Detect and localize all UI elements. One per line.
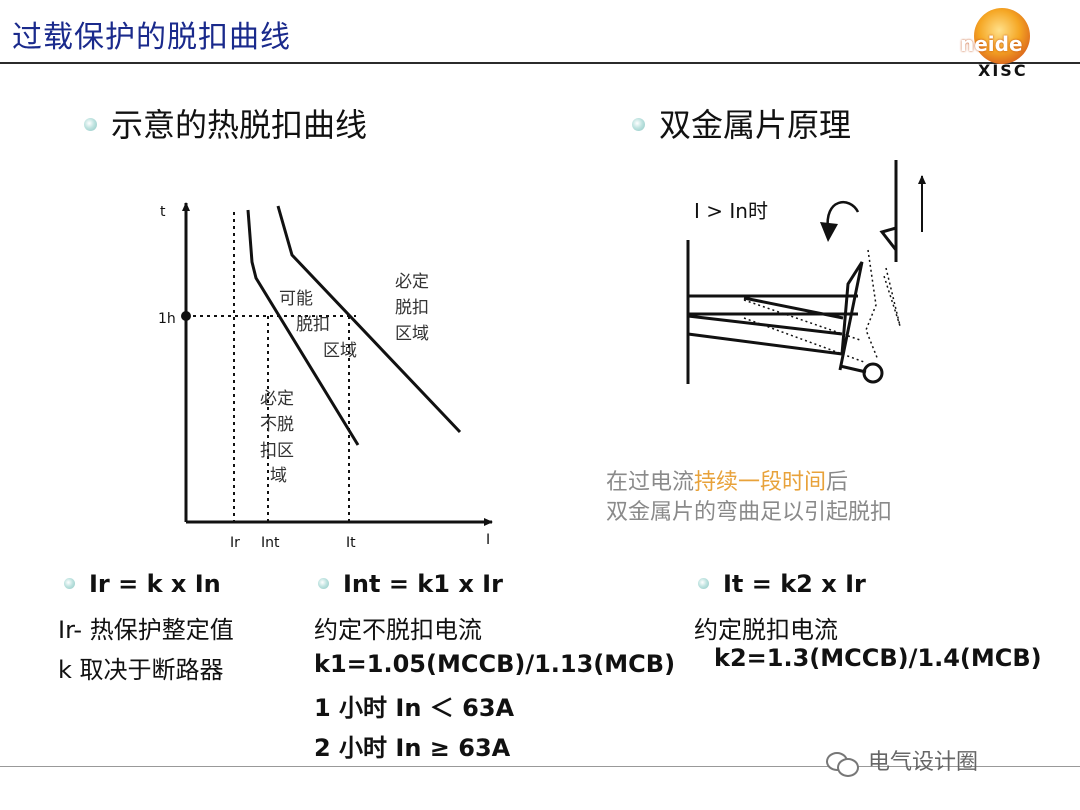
- no-trip-curve: [246, 209, 360, 446]
- strip-deflection-dotted-1: [743, 299, 861, 341]
- k-description: k 取决于断路器: [58, 656, 224, 684]
- title-divider: [0, 62, 1080, 64]
- latch-lever-dotted: [865, 249, 879, 361]
- one-hour-label: 1h: [158, 311, 176, 327]
- i-axis-label: I: [486, 532, 490, 548]
- left-section-heading: 示意的热脱扣曲线: [84, 100, 367, 146]
- region-must-trip-line1: 必定: [395, 272, 429, 292]
- formula-it-text: It = k2 x Ir: [723, 570, 866, 598]
- x-tick-int: Int: [261, 535, 280, 551]
- caption-pre: 在过电流: [606, 470, 695, 495]
- bent-strip-top: [743, 296, 844, 320]
- watermark: 电气设计圈: [826, 744, 979, 777]
- caption-post: 后: [826, 470, 849, 495]
- formula-ir: Ir = k x In: [64, 570, 221, 598]
- region-no-trip-line4: 域: [270, 466, 287, 486]
- bent-strip-bottom: [687, 332, 843, 356]
- formula-int-text: Int = k1 x Ir: [343, 570, 503, 598]
- ir-description: Ir- 热保护整定值: [58, 616, 234, 644]
- must-trip-curve: [276, 205, 462, 434]
- logo-brand-text: neide: [960, 32, 1023, 56]
- region-possible-line2: 脱扣: [296, 315, 330, 335]
- condition-label: I > In时: [694, 199, 768, 223]
- it-description: 约定脱扣电流: [694, 616, 838, 644]
- int-description: 约定不脱扣电流: [314, 616, 482, 644]
- k1-values: k1=1.05(MCCB)/1.13(MCB): [314, 650, 676, 678]
- thermal-trip-curve-diagram: t I 1h Ir Int It 可能 脱扣 区域 必定 脱扣 区域 必定 不脱…: [158, 202, 493, 551]
- caption-highlight: 持续一段时间: [694, 470, 827, 495]
- rotation-arrow-icon: [826, 201, 860, 231]
- t-axis-label: t: [160, 204, 166, 220]
- one-hour-condition: 1 小时 In ＜ 63A: [314, 694, 515, 722]
- logo-code-text: XISC: [978, 61, 1028, 80]
- footer-divider: [0, 766, 1080, 767]
- bullet-icon: [84, 117, 97, 131]
- two-hour-condition: 2 小时 In ≥ 63A: [314, 734, 511, 762]
- region-must-trip-line2: 脱扣: [395, 298, 429, 318]
- bimetal-caption-line2: 双金属片的弯曲足以引起脱扣: [606, 500, 893, 525]
- x-tick-ir: Ir: [230, 535, 240, 551]
- region-no-trip-line1: 必定: [260, 389, 294, 409]
- bullet-icon: [318, 577, 329, 589]
- rotation-arrow-head: [820, 222, 838, 242]
- page-title: 过载保护的脱扣曲线: [12, 20, 291, 55]
- region-possible-line3: 区域: [323, 341, 357, 361]
- region-possible-line1: 可能: [279, 289, 313, 309]
- bimetal-caption-line1: 在过电流持续一段时间后: [606, 464, 848, 496]
- bullet-icon: [698, 577, 709, 589]
- k2-values: k2=1.3(MCCB)/1.4(MCB): [714, 644, 1042, 672]
- sun-logo-icon: [974, 8, 1030, 64]
- right-section-heading: 双金属片原理: [632, 100, 851, 146]
- formula-it: It = k2 x Ir: [698, 570, 866, 598]
- left-heading-text: 示意的热脱扣曲线: [111, 106, 368, 144]
- pivot-circle: [862, 362, 884, 384]
- region-no-trip-line2: 不脱: [260, 415, 294, 435]
- right-heading-text: 双金属片原理: [659, 106, 852, 144]
- bullet-icon: [64, 577, 75, 589]
- wechat-icon: [826, 752, 860, 777]
- lever-to-pivot: [839, 364, 867, 374]
- watermark-text: 电气设计圈: [868, 750, 979, 775]
- region-no-trip-line3: 扣区: [260, 441, 294, 461]
- bullet-icon: [632, 117, 645, 131]
- trip-bar-hook: [879, 226, 898, 251]
- formula-int: Int = k1 x Ir: [318, 570, 503, 598]
- latch-lever-dotted-2: [883, 267, 901, 327]
- bimetal-principle-diagram: I > In时: [686, 160, 926, 384]
- x-tick-it: It: [346, 535, 356, 551]
- region-must-trip-line3: 区域: [395, 324, 429, 344]
- latch-lever: [838, 261, 864, 371]
- bent-strip-mid: [687, 314, 843, 336]
- formula-ir-text: Ir = k x In: [89, 570, 221, 598]
- company-logo: neide XISC: [952, 6, 1072, 84]
